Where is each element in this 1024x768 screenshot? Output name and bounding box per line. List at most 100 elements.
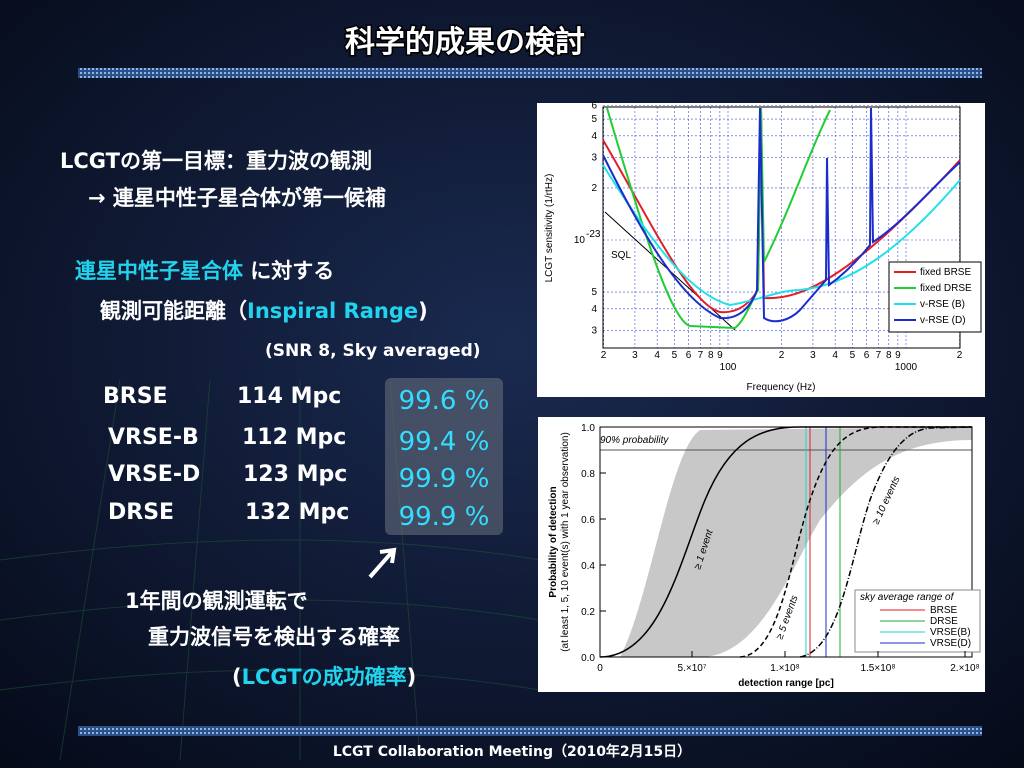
threshold-label: 90% probability <box>600 435 669 446</box>
probability-value: 99.6 % <box>399 386 490 416</box>
background-grid <box>0 379 541 761</box>
legend-label: v-RSE (D) <box>920 315 966 326</box>
probability-text: 1年間の観測運転で <box>125 589 308 613</box>
goal-text: LCGTの第一目標：重力波の観測 <box>60 149 372 173</box>
y-axis-label: (at least 1, 5, 10 event(s) with 1 year … <box>560 432 571 652</box>
x-tick-label: 1.5×10⁸ <box>860 663 895 674</box>
highlight: Inspiral Range <box>247 299 418 323</box>
text: ) <box>418 299 428 323</box>
config-name: DRSE <box>108 500 174 525</box>
footer: LCGT Collaboration Meeting（2010年2月15日） <box>333 743 691 760</box>
probability-value: 99.9 % <box>399 502 490 532</box>
x-axis-label: Frequency (Hz) <box>747 382 816 393</box>
sql-label: SQL <box>611 250 631 261</box>
y-tick-label: 4 <box>591 131 597 142</box>
y-tick-label: 2 <box>591 183 597 194</box>
curve <box>602 107 961 323</box>
y-tick-label: 10 <box>574 235 586 246</box>
probability-value: 99.4 % <box>399 427 490 457</box>
y-tick-label: 5 <box>591 114 597 125</box>
legend-label: VRSE(B) <box>930 627 971 638</box>
text: ( <box>232 665 242 689</box>
plot-frame <box>599 426 973 658</box>
y-tick-label: 3 <box>591 152 597 163</box>
y-tick-label: 5 <box>591 287 597 298</box>
probability-value: 99.9 % <box>399 464 490 494</box>
y-tick-label: 1.0 <box>581 423 595 434</box>
arrow <box>368 547 397 579</box>
divider <box>78 726 982 736</box>
probability-text: (LCGTの成功確率) <box>232 665 416 689</box>
x-tick-label: 2 <box>957 350 963 361</box>
text: に対する <box>243 259 334 283</box>
x-tick-label: 0 <box>597 663 603 674</box>
legend-label: VRSE(D) <box>930 638 971 649</box>
range-text: 観測可能距離（Inspiral Range) <box>100 299 428 323</box>
y-tick-label: 0.0 <box>581 653 595 664</box>
figure-sensitivity: SQL LCGT sensitivity (1/rtHz) Frequency … <box>537 100 985 397</box>
x-tick-label: 7 <box>876 350 882 361</box>
probability-text: 重力波信号を検出する確率 <box>148 625 400 649</box>
range-table: BRSE 114 Mpc 99.6 % VRSE-B 112 Mpc 99.4 % VRSE… <box>103 384 489 532</box>
x-tick-label: 2.×10⁸ <box>950 663 980 674</box>
goal-text: → 連星中性子星合体が第一候補 <box>88 186 386 210</box>
x-tick-label: 9 <box>717 350 723 361</box>
y-axis-label: LCGT sensitivity (1/rtHz) <box>544 174 555 283</box>
x-tick-label: 100 <box>720 362 737 373</box>
x-tick-label: 4 <box>832 350 838 361</box>
band <box>620 427 972 657</box>
curve <box>602 164 961 307</box>
curve <box>799 426 973 658</box>
x-tick-label: 6 <box>686 350 692 361</box>
x-axis-label: detection range [pc] <box>738 678 834 689</box>
x-tick-label: 6 <box>864 350 870 361</box>
x-tick-label: 7 <box>698 350 704 361</box>
legend-label: fixed BRSE <box>920 267 971 278</box>
y-tick-label: 4 <box>591 304 597 315</box>
range-value: 132 Mpc <box>245 500 349 525</box>
x-tick-label: 1.×10⁸ <box>770 663 800 674</box>
legend-label: DRSE <box>930 616 958 627</box>
x-tick-label: 5 <box>850 350 856 361</box>
x-tick-label: 5 <box>672 350 678 361</box>
highlight: 連星中性子星合体 <box>75 259 244 283</box>
x-tick-label: 8 <box>886 350 892 361</box>
y-tick-exponent: -23 <box>586 229 601 240</box>
divider <box>78 68 982 78</box>
y-tick-label: 3 <box>591 325 597 336</box>
x-tick-label: 8 <box>708 350 714 361</box>
x-tick-label: 3 <box>632 350 638 361</box>
x-tick-label: 1000 <box>895 362 918 373</box>
slide-title: 科学的成果の検討 <box>345 25 585 60</box>
curve <box>739 426 972 658</box>
curve <box>599 426 972 658</box>
y-tick-label: 0.2 <box>581 607 595 618</box>
x-tick-label: 5.×10⁷ <box>678 663 707 674</box>
y-axis-label: Probability of detection <box>548 486 559 597</box>
legend-label: v-RSE (B) <box>920 299 965 310</box>
text: 観測可能距離（ <box>100 299 247 323</box>
figure-probability: 90% probability ≥ 1 event ≥ 5 events ≥ 1… <box>538 417 985 692</box>
x-tick-label: 9 <box>895 350 901 361</box>
x-tick-label: 3 <box>810 350 816 361</box>
x-tick-label: 2 <box>779 350 785 361</box>
y-tick-label: 6 <box>591 100 597 111</box>
highlight: LCGTの成功確率 <box>242 665 407 689</box>
text: ) <box>407 665 417 689</box>
y-tick-label: 0.8 <box>581 469 595 480</box>
config-name: BRSE <box>103 384 168 409</box>
y-tick-label: 0.4 <box>581 561 595 572</box>
legend-label: fixed DRSE <box>920 283 972 294</box>
range-value: 112 Mpc <box>242 425 346 450</box>
percent-box <box>385 378 503 535</box>
x-tick-label: 2 <box>601 350 607 361</box>
x-tick-label: 4 <box>654 350 660 361</box>
plot-frame <box>602 106 961 349</box>
axes: 1.0 0.8 0.6 0.4 0.2 0.00 5.×10⁷ 1.×10⁸ 1.5×10⁸ 2.… <box>581 423 980 674</box>
range-note: (SNR 8, Sky averaged) <box>265 341 481 361</box>
range-text: 連星中性子星合体 に対する <box>75 259 334 283</box>
legend-label: BRSE <box>930 605 958 616</box>
range-value: 114 Mpc <box>237 384 341 409</box>
